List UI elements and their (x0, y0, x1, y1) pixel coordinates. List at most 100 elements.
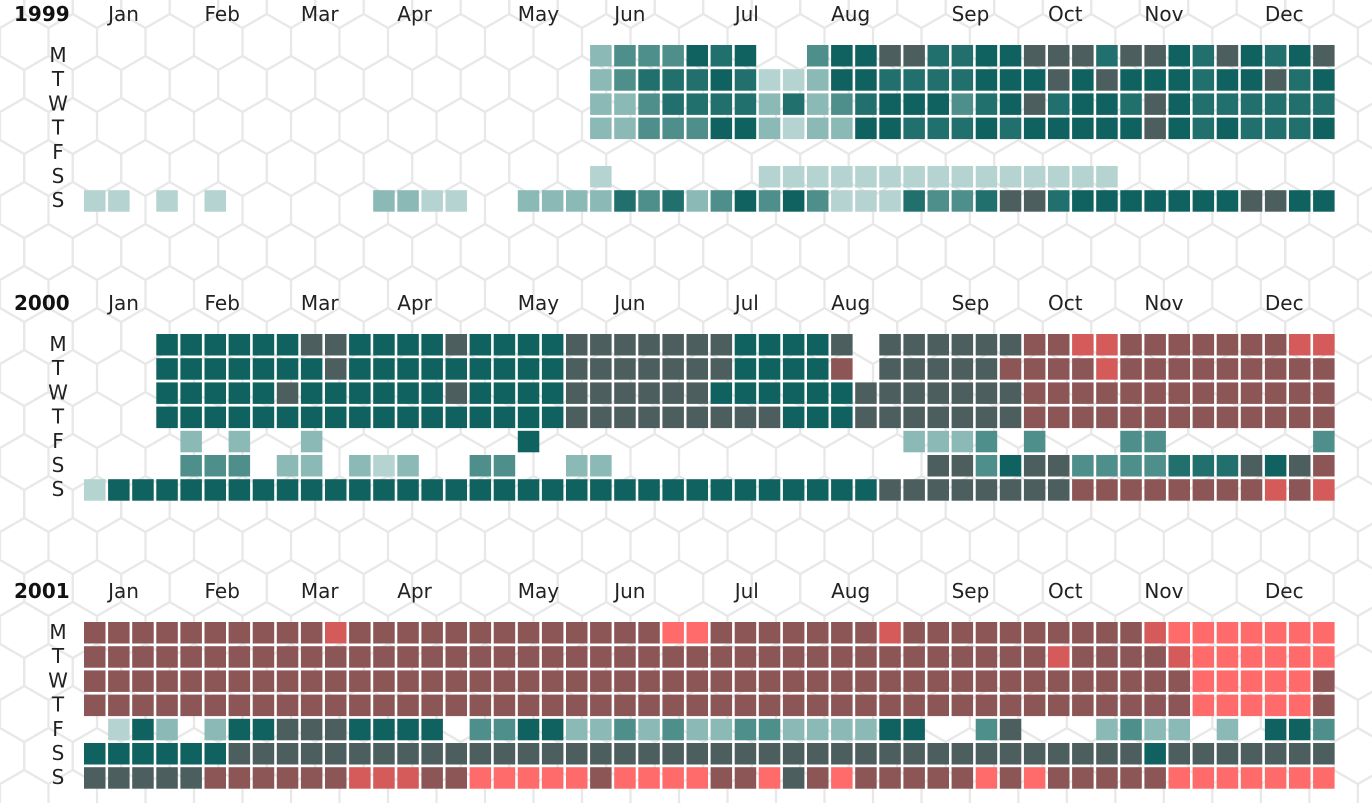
heatmap-cell (373, 382, 395, 404)
heatmap-cell (325, 479, 347, 501)
heatmap-cell (975, 479, 998, 501)
heatmap-cell (879, 334, 901, 356)
heatmap-cell (397, 646, 419, 668)
heatmap-cell (1096, 406, 1118, 429)
heatmap-cell (397, 718, 419, 741)
heatmap-cell (252, 358, 275, 380)
heatmap-cell (1023, 622, 1046, 644)
heatmap-cell (325, 646, 347, 668)
heatmap-cell (566, 334, 588, 356)
heatmap-cell (156, 718, 178, 741)
heatmap-cell (541, 670, 564, 692)
heatmap-cell (831, 190, 853, 212)
heatmap-cell (638, 334, 660, 356)
heatmap-cell (228, 718, 251, 741)
heatmap-cell (566, 743, 588, 765)
heatmap-cell (228, 646, 251, 668)
heatmap-cell (1072, 743, 1094, 765)
heatmap-cell (204, 479, 226, 501)
heatmap-cell (1313, 382, 1335, 404)
heatmap-cell (951, 93, 974, 115)
heatmap-cell (566, 190, 588, 212)
hexagon-cell (823, 516, 875, 576)
heatmap-cell (84, 670, 106, 692)
heatmap-cell (300, 479, 323, 501)
heatmap-cell (734, 358, 757, 380)
heatmap-cell (903, 93, 925, 115)
heatmap-cell (1072, 334, 1094, 356)
heatmap-cell (1168, 93, 1190, 115)
heatmap-cell (975, 694, 998, 717)
heatmap-cell (831, 479, 853, 501)
hexagon-cell (653, 0, 705, 30)
heatmap-cell (204, 622, 226, 644)
heatmap-cell (879, 622, 901, 644)
heatmap-cell (1216, 334, 1239, 356)
heatmap-cell (204, 670, 226, 692)
heatmap-cell (421, 358, 443, 380)
hexagon-cell (726, 516, 778, 576)
heatmap-cell (1096, 190, 1118, 212)
heatmap-cell (517, 406, 540, 429)
day-label: T (51, 693, 65, 717)
heatmap-cell (349, 479, 371, 501)
heatmap-cell (228, 694, 251, 717)
month-label-aug: Aug (831, 2, 870, 26)
hexagon-cell (1017, 516, 1069, 576)
heatmap-cell (686, 694, 708, 717)
heatmap-cell (951, 743, 974, 765)
heatmap-cell (108, 622, 130, 644)
heatmap-cell (1313, 694, 1335, 717)
heatmap-cell (276, 382, 299, 404)
month-label-nov: Nov (1144, 291, 1183, 315)
heatmap-cell (1144, 646, 1166, 668)
heatmap-cell (1168, 406, 1190, 429)
heatmap-cell (108, 190, 130, 212)
heatmap-cell (397, 358, 419, 380)
heatmap-cell (276, 646, 299, 668)
heatmap-cell (590, 69, 612, 91)
heatmap-cell (276, 767, 299, 789)
heatmap-cell (1240, 694, 1263, 717)
heatmap-cell (1168, 694, 1190, 717)
heatmap-cell (1289, 117, 1311, 140)
heatmap-cell (590, 406, 612, 429)
heatmap-cell (951, 117, 974, 140)
heatmap-cell (662, 743, 684, 765)
heatmap-cell (855, 117, 877, 140)
heatmap-cell (1289, 718, 1311, 741)
heatmap-cell (734, 382, 757, 404)
heatmap-cell (300, 646, 323, 668)
heatmap-cell (1048, 479, 1070, 501)
heatmap-cell (1240, 358, 1263, 380)
heatmap-cell (927, 358, 949, 380)
heatmap-cell (638, 93, 660, 115)
heatmap-cell (638, 190, 660, 212)
heatmap-cell (927, 190, 949, 212)
heatmap-cell (831, 93, 853, 115)
heatmap-cell (1168, 45, 1190, 67)
heatmap-cell (927, 430, 949, 453)
heatmap-cell (1023, 430, 1046, 453)
heatmap-cell (1072, 479, 1094, 501)
heatmap-cell (831, 646, 853, 668)
heatmap-cell (1144, 718, 1166, 741)
heatmap-cell (686, 358, 708, 380)
heatmap-cell (1240, 190, 1263, 212)
heatmap-cell (1048, 358, 1070, 380)
heatmap-cell (1313, 93, 1335, 115)
heatmap-cell (638, 767, 660, 789)
heatmap-cell (156, 694, 178, 717)
heatmap-cell (156, 479, 178, 501)
heatmap-cell (421, 479, 443, 501)
heatmap-cell (1072, 646, 1094, 668)
heatmap-cell (590, 455, 612, 477)
heatmap-cell (590, 622, 612, 644)
heatmap-cell (566, 358, 588, 380)
hexagon-cell (1211, 264, 1263, 324)
heatmap-cell (493, 767, 516, 789)
hexagon-cell (1356, 270, 1372, 318)
heatmap-cell (204, 358, 226, 380)
heatmap-cell (349, 334, 371, 356)
heatmap-cell (927, 455, 949, 477)
